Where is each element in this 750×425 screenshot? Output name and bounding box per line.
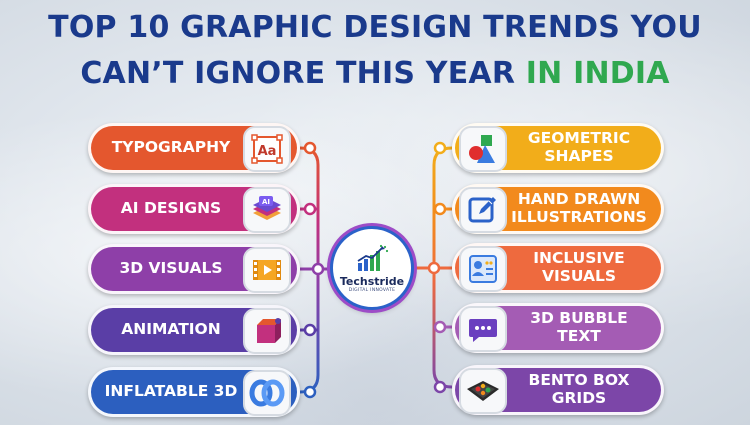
trend-label: ANIMATION bbox=[121, 320, 221, 339]
trend-pill-inflatable-3d: INFLATABLE 3D bbox=[88, 367, 300, 417]
trend-label: HAND DRAWN ILLUSTRATIONS bbox=[511, 190, 647, 226]
typography-icon: Aa bbox=[243, 126, 291, 172]
trend-label: INCLUSIVE VISUALS bbox=[533, 249, 625, 285]
trend-label: 3D VISUALS bbox=[119, 259, 223, 278]
trend-label: GEOMETRIC SHAPES bbox=[527, 129, 631, 165]
svg-text:AI: AI bbox=[262, 198, 270, 206]
profile-card-icon bbox=[459, 246, 507, 292]
animation-icon bbox=[243, 308, 291, 354]
trend-pill-ai-designs: AI DESIGNS AI bbox=[88, 184, 300, 234]
svg-text:Aa: Aa bbox=[258, 144, 277, 159]
trend-pill-typography: TYPOGRAPHY Aa bbox=[88, 123, 300, 173]
logo-tagline: DIGITAL INNOVATE bbox=[348, 287, 396, 293]
trend-label: BENTO BOX GRIDS bbox=[528, 371, 630, 407]
page-title-line-2: CAN’T IGNORE THIS YEAR IN INDIA bbox=[0, 59, 750, 89]
trend-label: AI DESIGNS bbox=[120, 199, 222, 218]
trend-pill-inclusive-visuals: INCLUSIVE VISUALS bbox=[452, 243, 664, 293]
geometric-shapes-icon bbox=[459, 126, 507, 172]
trend-pill-bento-box-grids: BENTO BOX GRIDS bbox=[452, 365, 664, 415]
ai-design-icon: AI bbox=[243, 187, 291, 233]
trend-label: 3D BUBBLE TEXT bbox=[530, 309, 628, 345]
trend-pill-geometric-shapes: GEOMETRIC SHAPES bbox=[452, 123, 664, 173]
title-line-1-text: TOP 10 GRAPHIC DESIGN TRENDS YOU bbox=[48, 10, 702, 45]
techstride-logo: Techstride DIGITAL INNOVATE bbox=[330, 226, 414, 310]
bar-chart-logo-icon bbox=[357, 244, 389, 271]
bento-box-icon bbox=[459, 368, 507, 414]
video-icon bbox=[243, 247, 291, 293]
pen-edit-icon bbox=[459, 187, 507, 233]
trend-label: TYPOGRAPHY bbox=[111, 138, 231, 157]
trend-pill-3d-visuals: 3D VISUALS bbox=[88, 244, 300, 294]
title-line-2-text: CAN’T IGNORE THIS YEAR bbox=[80, 56, 526, 91]
inflatable-icon bbox=[243, 370, 291, 416]
trend-pill-hand-drawn-illustrations: HAND DRAWN ILLUSTRATIONS bbox=[452, 184, 664, 234]
logo-name: Techstride bbox=[339, 274, 405, 288]
chat-bubble-icon bbox=[459, 306, 507, 352]
page-title-line-1: TOP 10 GRAPHIC DESIGN TRENDS YOU bbox=[0, 13, 750, 43]
trend-pill-3d-bubble-text: 3D BUBBLE TEXT bbox=[452, 303, 664, 353]
title-accent-text: IN INDIA bbox=[525, 56, 670, 91]
trend-pill-animation: ANIMATION bbox=[88, 305, 300, 355]
trend-label: INFLATABLE 3D bbox=[104, 382, 238, 401]
